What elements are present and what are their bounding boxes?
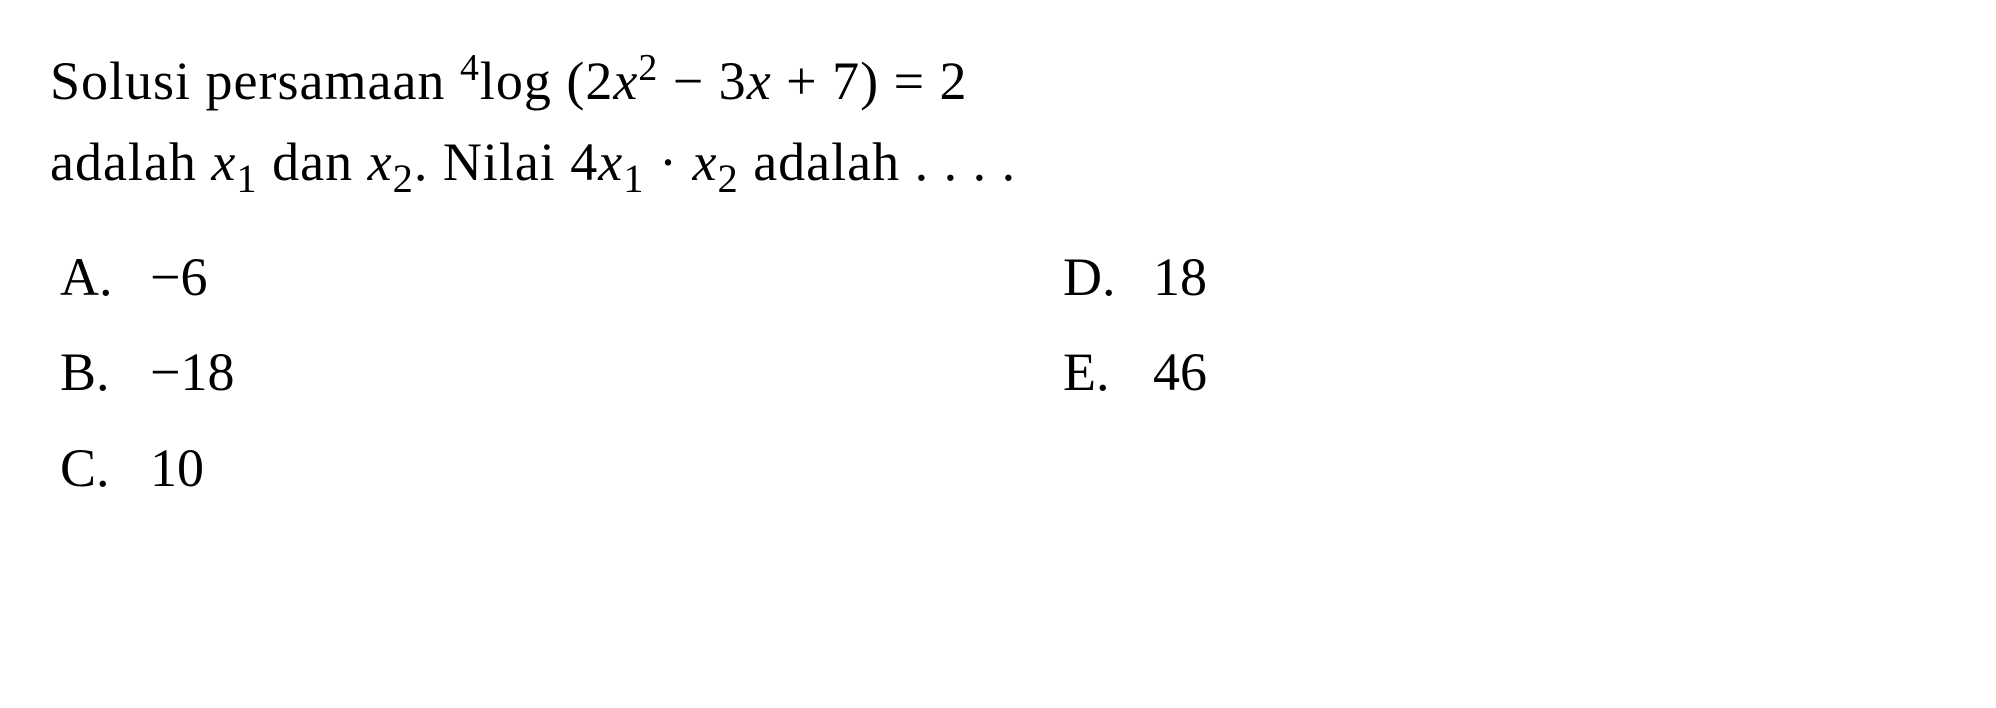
question-line1-part2: − 3 xyxy=(658,51,746,111)
question-line1-part3: + 7) = 2 xyxy=(772,51,968,111)
option-e-letter: E. xyxy=(1063,335,1123,411)
sub-2a: 2 xyxy=(393,156,414,201)
sub-2b: 2 xyxy=(717,156,738,201)
question-line2-part5: adalah . . . . xyxy=(739,132,1016,192)
question-stem: Solusi persamaan 4log (2x2 − 3x + 7) = 2… xyxy=(50,40,1946,210)
option-a-value: −6 xyxy=(150,240,207,316)
sub-1a: 1 xyxy=(236,156,257,201)
question-line2-part2: dan xyxy=(258,132,368,192)
option-c-letter: C. xyxy=(60,431,120,507)
var-x-1: x xyxy=(613,51,638,111)
var-x-4: x xyxy=(368,132,393,192)
option-c-value: 10 xyxy=(150,431,204,507)
log-text: log (2 xyxy=(480,51,614,111)
var-x-6: x xyxy=(693,132,718,192)
option-c: C. 10 xyxy=(60,431,943,507)
option-d-letter: D. xyxy=(1063,240,1123,316)
option-b-letter: B. xyxy=(60,335,120,411)
var-x-5: x xyxy=(598,132,623,192)
var-x-2: x xyxy=(747,51,772,111)
question-line2-part4: · xyxy=(645,132,693,192)
option-d: D. 18 xyxy=(1063,240,1946,316)
sub-1b: 1 xyxy=(623,156,644,201)
option-b-value: −18 xyxy=(150,335,234,411)
option-a: A. −6 xyxy=(60,240,943,316)
var-x-3: x xyxy=(211,132,236,192)
option-e-value: 46 xyxy=(1153,335,1207,411)
option-d-value: 18 xyxy=(1153,240,1207,316)
log-base: 4 xyxy=(460,47,480,89)
option-e: E. 46 xyxy=(1063,335,1946,411)
option-b: B. −18 xyxy=(60,335,943,411)
question-line2-part3: . Nilai 4 xyxy=(414,132,598,192)
question-line2-part1: adalah xyxy=(50,132,211,192)
options-container: A. −6 D. 18 B. −18 E. 46 C. 10 xyxy=(50,240,1946,507)
exp-2: 2 xyxy=(638,47,658,89)
option-a-letter: A. xyxy=(60,240,120,316)
question-line1-part1: Solusi persamaan xyxy=(50,51,460,111)
